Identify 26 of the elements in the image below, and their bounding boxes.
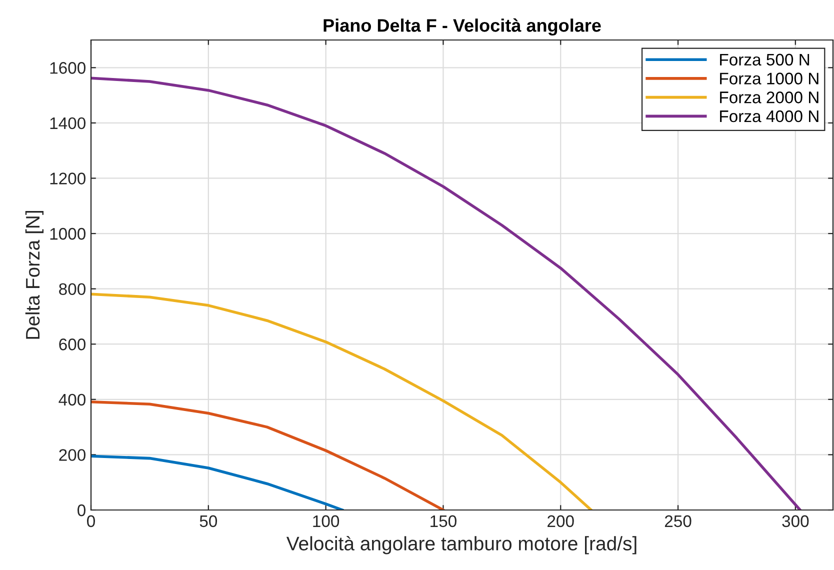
y-axis-title: Delta Forza [N] [25, 211, 44, 339]
chart-title: Piano Delta F - Velocità angolare [324, 18, 601, 36]
x-tick-label: 250 [664, 515, 692, 528]
legend-label: Forza 2000 N [720, 92, 818, 104]
y-tick-label: 1200 [50, 172, 86, 184]
y-tick-label: 1600 [50, 62, 86, 74]
y-tick-label: 800 [59, 283, 86, 296]
x-tick-label: 150 [430, 515, 456, 528]
legend-label: Forza 1000 N [720, 72, 818, 84]
legend-label: Forza 500 N [720, 54, 810, 66]
line-series [91, 292, 593, 510]
y-tick-label: 400 [58, 394, 86, 406]
x-axis-title: Velocità angolare tamburo motore [rad/s] [286, 536, 636, 554]
line-series [91, 400, 445, 510]
legend-label: Forza 4000 N [720, 110, 818, 122]
x-tick-label: 300 [782, 515, 809, 528]
x-tick-label: 0 [87, 515, 95, 528]
x-tick-label: 100 [313, 515, 340, 528]
y-tick-label: 1400 [50, 117, 86, 130]
y-tick-label: 200 [59, 449, 86, 461]
x-tick-label: 50 [200, 515, 218, 528]
y-tick-label: 0 [78, 504, 86, 516]
y-tick-label: 600 [59, 338, 86, 350]
x-tick-label: 200 [548, 515, 574, 528]
line-series [91, 454, 344, 510]
y-tick-label: 1000 [50, 228, 86, 240]
